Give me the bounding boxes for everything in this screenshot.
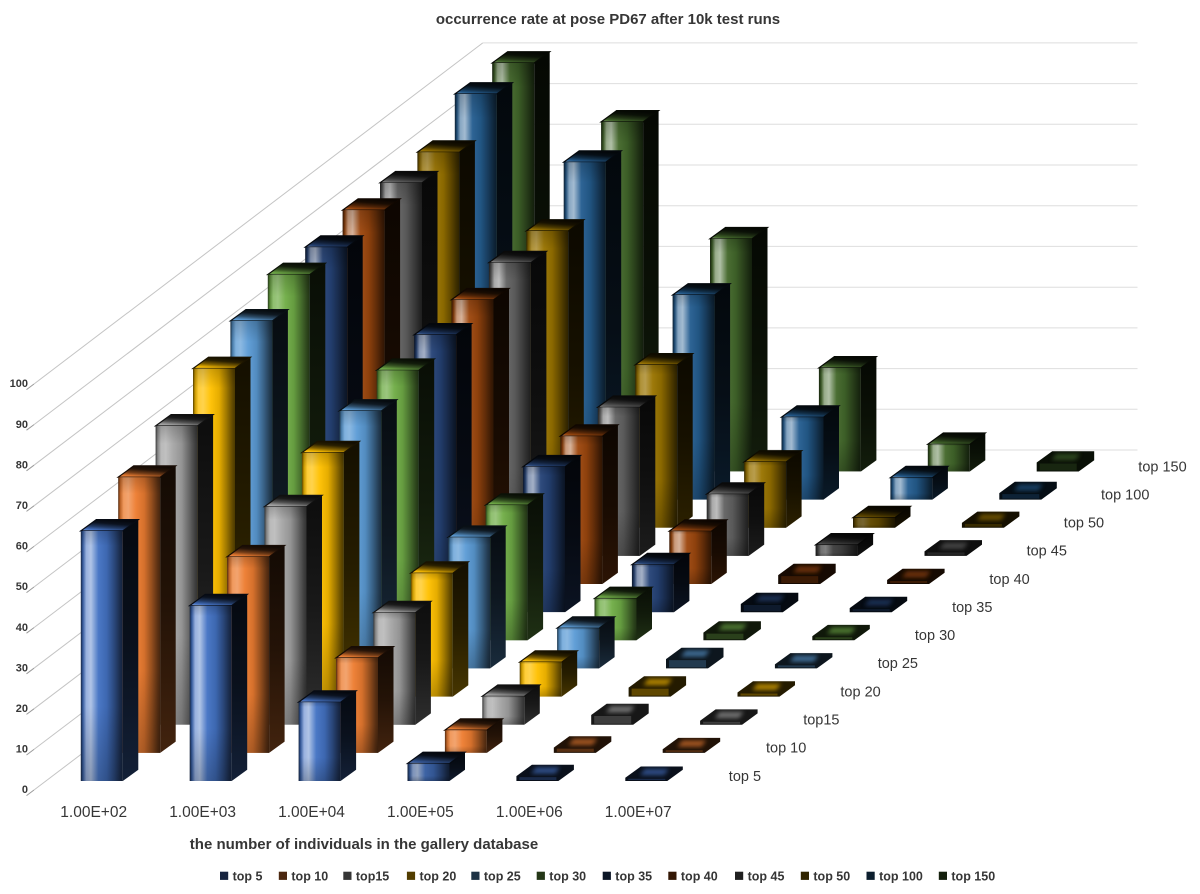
- svg-text:top 25: top 25: [878, 656, 918, 672]
- svg-text:1.00E+07: 1.00E+07: [605, 804, 672, 821]
- svg-text:top 50: top 50: [813, 870, 850, 884]
- svg-text:30: 30: [16, 662, 28, 674]
- svg-text:90: 90: [16, 419, 28, 431]
- svg-text:20: 20: [16, 703, 28, 715]
- svg-text:10: 10: [16, 744, 28, 756]
- svg-text:top15: top15: [803, 713, 839, 729]
- svg-text:50: 50: [16, 581, 28, 593]
- svg-text:0: 0: [22, 784, 28, 796]
- svg-text:top 30: top 30: [549, 870, 586, 884]
- svg-text:top 100: top 100: [1101, 487, 1149, 503]
- svg-text:40: 40: [16, 622, 28, 634]
- svg-text:1.00E+06: 1.00E+06: [496, 804, 563, 821]
- svg-text:top 150: top 150: [1138, 459, 1186, 475]
- svg-text:top 45: top 45: [1027, 544, 1067, 560]
- svg-text:top 20: top 20: [840, 684, 880, 700]
- svg-text:top 30: top 30: [915, 628, 955, 644]
- svg-text:1.00E+02: 1.00E+02: [60, 804, 127, 821]
- svg-text:top 50: top 50: [1064, 516, 1104, 532]
- svg-text:60: 60: [16, 541, 28, 553]
- svg-text:occurrence rate at pose PD67 a: occurrence rate at pose PD67 after 10k t…: [436, 11, 780, 28]
- svg-text:top 5: top 5: [729, 769, 761, 785]
- svg-text:top 25: top 25: [484, 870, 521, 884]
- svg-text:top 20: top 20: [420, 870, 457, 884]
- svg-text:70: 70: [16, 500, 28, 512]
- svg-text:80: 80: [16, 459, 28, 471]
- svg-text:1.00E+05: 1.00E+05: [387, 804, 454, 821]
- svg-text:1.00E+04: 1.00E+04: [278, 804, 345, 821]
- svg-text:100: 100: [10, 378, 28, 390]
- svg-text:top 40: top 40: [681, 870, 718, 884]
- svg-text:1.00E+03: 1.00E+03: [169, 804, 236, 821]
- svg-text:top 10: top 10: [766, 741, 806, 757]
- svg-text:the number of individuals in t: the number of individuals in the gallery…: [190, 836, 538, 853]
- svg-text:top 5: top 5: [233, 870, 263, 884]
- svg-text:top 35: top 35: [615, 870, 652, 884]
- svg-text:top 150: top 150: [951, 870, 995, 884]
- svg-text:top 40: top 40: [989, 572, 1029, 588]
- svg-text:top 100: top 100: [879, 870, 923, 884]
- svg-text:top15: top15: [356, 870, 389, 884]
- svg-text:top 10: top 10: [291, 870, 328, 884]
- svg-text:top 45: top 45: [748, 870, 785, 884]
- svg-text:top 35: top 35: [952, 600, 992, 616]
